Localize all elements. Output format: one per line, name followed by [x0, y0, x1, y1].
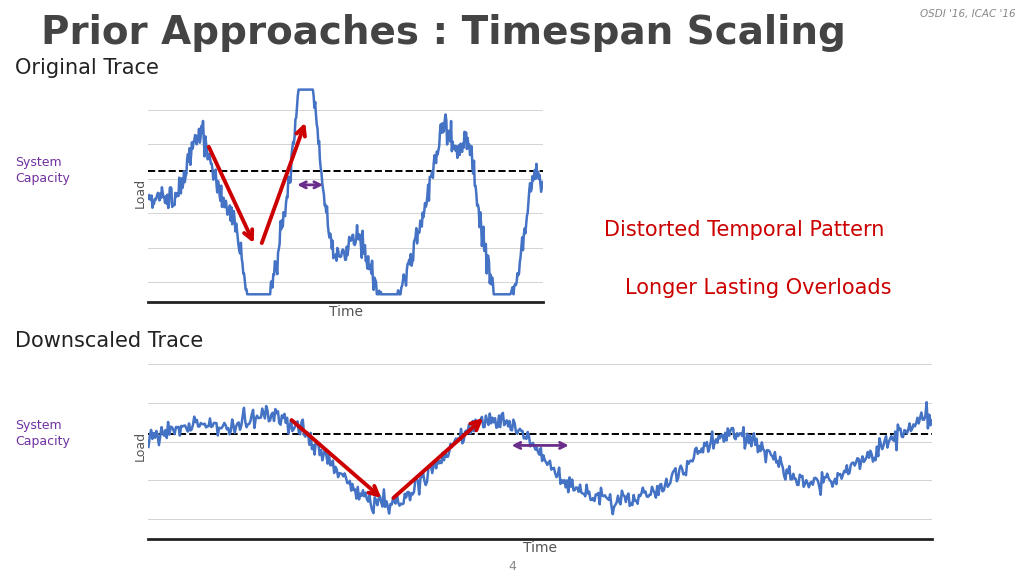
Y-axis label: Load: Load: [134, 178, 147, 208]
Text: Original Trace: Original Trace: [15, 58, 160, 78]
Text: Downscaled Trace: Downscaled Trace: [15, 331, 204, 351]
Text: 4: 4: [508, 560, 516, 573]
Text: System
Capacity: System Capacity: [15, 156, 71, 185]
Text: OSDI '16, ICAC '16: OSDI '16, ICAC '16: [921, 9, 1016, 18]
Text: Longer Lasting Overloads: Longer Lasting Overloads: [625, 278, 891, 298]
Text: System
Capacity: System Capacity: [15, 419, 71, 448]
Text: Distorted Temporal Pattern: Distorted Temporal Pattern: [604, 221, 885, 240]
Text: Prior Approaches : Timespan Scaling: Prior Approaches : Timespan Scaling: [41, 14, 846, 52]
X-axis label: Time: Time: [523, 541, 557, 555]
X-axis label: Time: Time: [329, 305, 362, 319]
Y-axis label: Load: Load: [134, 431, 147, 461]
